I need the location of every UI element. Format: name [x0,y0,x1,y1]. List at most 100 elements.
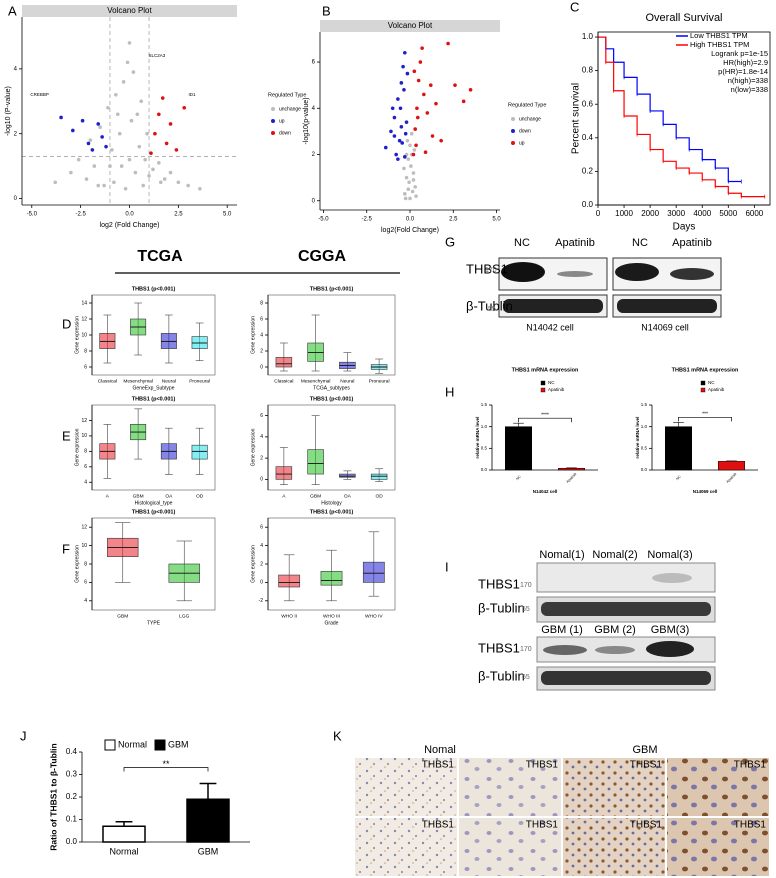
point [71,128,75,133]
y-tick-label: 8 [84,449,87,455]
legend-label: up [519,140,525,146]
band [503,299,603,313]
x-tick-label: GBM [310,493,321,499]
x-tick-label: GBM [198,846,219,856]
x-tick-label: 5.0 [223,212,232,218]
point [418,60,423,64]
y-axis-label: Gene expression [74,316,80,354]
legend-swatch [104,739,116,751]
stat-label: Logrank p=1e-15 [711,49,768,58]
lane-label: GBM(3) [651,624,690,636]
y-tick-label: 10 [81,433,87,439]
point [149,151,153,155]
point [399,81,404,85]
point [415,115,420,120]
lane-label: NC [632,237,648,249]
x-axis-label: N14069 cell [693,489,718,494]
y-tick-label: 4 [84,480,87,486]
lane-label: Apatinib [672,237,712,249]
point [114,92,118,97]
point [98,125,102,130]
band [541,602,711,616]
y-tick-label: 0.4 [66,747,78,756]
point [59,115,63,120]
x-axis-label: TYPE [147,620,161,626]
bar [665,426,692,471]
x-tick-label: Apatinib [566,472,578,484]
point [160,96,165,100]
stat-label: p(HR)=1.8e-14 [718,67,768,76]
x-tick-label: 2.5 [449,217,458,223]
x-tick-label: OD [376,493,384,499]
point [423,150,428,155]
point [420,46,424,50]
significance-bracket [518,417,572,423]
stat-label: n(high)=338 [728,76,768,85]
point [400,141,405,145]
stain-label: THBS1 [630,820,663,831]
y-tick-label: 2 [14,131,18,137]
legend-label: High THBS1 TPM [690,40,749,49]
y-tick-label: 1.0 [582,32,594,41]
y-tick-label: 4 [84,598,87,604]
point [133,170,138,175]
point [112,180,116,185]
stain-label: THBS1 [526,760,559,771]
point [394,152,398,157]
lane-label: Apatinib [555,237,595,249]
x-tick-label: OD [196,493,204,499]
y-axis-label: Gene expression [74,545,80,583]
point [408,143,412,148]
bar [558,468,585,471]
point [461,99,466,104]
x-tick-label: -5.0 [318,217,329,223]
box [339,473,356,478]
y-axis-label: -log10 (P-value) [5,86,12,136]
panel-label: D [62,316,71,331]
y-tick-label: 10 [81,332,87,338]
point [406,157,411,161]
significance-bracket [678,416,732,422]
x-axis-label: TCGA_subtypes [313,385,350,391]
y-axis-label: Ratio of THBS1 to β-Tublin [48,743,58,851]
bar [186,798,230,843]
y-tick-label: 0.2 [582,167,594,176]
legend-label: GBM [168,739,189,749]
panel-label: C [570,0,579,14]
ihc-image [459,818,561,876]
lane-label: Nomal(2) [592,549,637,561]
point [158,180,163,185]
y-tick-label: 2 [312,152,316,158]
x-tick-label: 6000 [745,209,763,218]
x-tick-label: OA [165,493,173,499]
point [127,157,132,162]
x-tick-label: OA [344,493,352,499]
box [278,574,301,588]
y-tick-label: 0 [260,364,263,370]
chart-title: THBS1 (p<0.001) [310,396,354,402]
y-tick-label: 0.6 [582,99,594,108]
chart: Volcano Plot -5.0 -2.5 0.0 2.5 5.0 0 2 4 6 log2(Fo… [303,20,546,234]
western-blots: NC Apatinib NC Apatinib THBS1 170 β-Tubl… [466,237,722,691]
significance-label: **** [541,413,549,419]
x-tick-label: 0 [596,209,601,218]
x-tick-label: Proneural [369,378,390,384]
point [403,51,407,55]
x-tick-label: 3000 [667,209,685,218]
point [413,185,417,189]
stain-label: THBS1 [734,760,767,771]
chart: THBS1 (p<0.001) 4 6 8 10 12 GBM LGG TYPE Gene exp… [74,509,216,626]
point [404,120,409,124]
y-tick-label: 1.0 [641,424,648,429]
stain-label: THBS1 [630,760,663,771]
y-tick-label: 8 [84,561,87,567]
x-tick-label: 5.0 [492,217,501,223]
cell-label: N14069 cell [641,322,689,332]
panel-label: J [20,728,27,743]
x-tick-label: A [282,493,286,499]
ihc-image [355,758,457,816]
y-tick-label: 4 [260,332,263,338]
legend-swatch [700,380,706,386]
panel-label: H [445,384,454,399]
